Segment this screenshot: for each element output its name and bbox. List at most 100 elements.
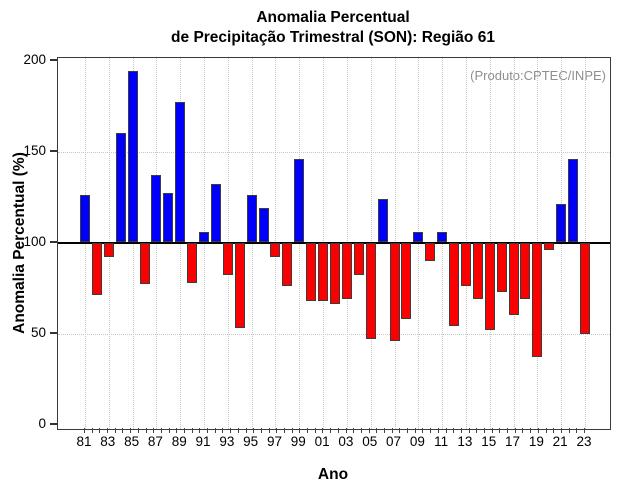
x-axis-tick	[99, 428, 101, 433]
gridline-vertical	[561, 58, 563, 429]
bar-93	[222, 242, 233, 276]
x-axis-label: 13	[457, 434, 473, 449]
gridline-vertical	[85, 58, 86, 429]
bar-97	[270, 242, 281, 258]
x-axis-tick	[407, 428, 409, 433]
x-axis-tick	[345, 428, 347, 433]
x-axis-label: 89	[171, 434, 187, 449]
x-axis-label: 03	[338, 434, 354, 449]
x-axis-tick	[537, 428, 539, 433]
x-axis-tick	[437, 428, 439, 433]
x-axis-tick	[576, 428, 578, 433]
x-axis-tick	[522, 428, 524, 433]
x-axis-tick	[445, 428, 447, 433]
bar-95	[246, 195, 257, 243]
bar-84	[115, 133, 126, 243]
x-axis-tick	[330, 428, 332, 433]
x-axis-tick	[222, 428, 224, 433]
x-axis-label: 95	[243, 434, 259, 449]
bar-90	[187, 242, 198, 283]
gridline-vertical	[299, 58, 301, 429]
bar-99	[294, 158, 305, 243]
x-axis-label: 81	[76, 434, 92, 449]
bar-06	[377, 198, 388, 243]
gridline-vertical	[204, 58, 206, 429]
y-axis-tick	[50, 423, 57, 425]
x-axis-tick	[584, 428, 585, 433]
x-axis-tick	[276, 428, 278, 433]
x-axis-tick	[291, 428, 293, 433]
x-axis-tick	[322, 428, 324, 433]
x-axis-tick	[568, 428, 570, 433]
gridline-vertical	[418, 58, 420, 429]
x-axis-tick	[507, 428, 509, 433]
x-axis-tick	[360, 428, 362, 433]
y-axis-tick	[50, 241, 57, 243]
y-axis-tick	[50, 150, 57, 152]
gridline-vertical	[156, 58, 158, 429]
x-axis-tick	[107, 428, 109, 433]
y-axis-label: 50	[30, 325, 46, 340]
x-axis-label: 85	[124, 434, 140, 449]
bar-81	[80, 195, 90, 243]
gridline-vertical	[442, 58, 444, 429]
bar-05	[365, 242, 376, 339]
x-axis-label: 99	[290, 434, 306, 449]
bar-87	[151, 175, 162, 243]
x-axis-tick	[207, 428, 209, 433]
x-axis-tick	[530, 428, 532, 433]
bar-19	[532, 242, 543, 358]
bar-89	[175, 102, 186, 243]
y-axis-tick	[50, 59, 57, 61]
x-axis-tick	[422, 428, 424, 433]
bar-15	[484, 242, 495, 330]
x-axis-tick	[545, 428, 547, 433]
x-axis-tick	[307, 428, 309, 433]
x-axis-tick	[514, 428, 516, 433]
bar-91	[199, 231, 210, 243]
x-axis-tick	[284, 428, 285, 433]
gridline-horizontal	[58, 333, 610, 335]
x-axis-label: 11	[434, 434, 449, 449]
x-axis-tick	[122, 428, 124, 433]
x-axis-tick	[191, 428, 193, 433]
bar-21	[556, 204, 567, 243]
x-axis-tick	[199, 428, 201, 433]
x-axis-label: 01	[314, 434, 330, 449]
bar-82	[91, 242, 102, 296]
bar-09	[413, 231, 424, 243]
x-axis-label: 15	[481, 434, 497, 449]
chart-title-line1: Anomalia Percentual	[256, 9, 410, 26]
x-axis-tick	[453, 428, 455, 433]
x-axis-tick	[130, 428, 132, 433]
bar-23	[580, 242, 590, 334]
x-axis-label: 87	[147, 434, 163, 449]
x-axis-tick	[499, 428, 501, 433]
x-axis-tick	[137, 428, 139, 433]
x-axis-tick	[391, 428, 393, 433]
bar-16	[496, 242, 507, 292]
x-axis-label: 97	[266, 434, 282, 449]
x-axis-label: 05	[362, 434, 378, 449]
x-axis-title: Ano	[317, 466, 349, 483]
gridline-vertical	[132, 58, 134, 429]
x-axis-tick	[237, 428, 239, 433]
y-axis-label: 100	[23, 234, 46, 249]
x-axis-tick	[560, 428, 562, 433]
bar-04	[353, 242, 364, 276]
x-axis-tick	[476, 428, 478, 433]
x-axis-tick	[337, 428, 339, 433]
gridline-horizontal	[58, 151, 610, 153]
x-axis-tick	[484, 428, 485, 433]
bar-85	[127, 71, 138, 243]
x-axis-label: 09	[409, 434, 425, 449]
y-axis-label: 0	[38, 416, 46, 431]
bar-17	[508, 242, 519, 316]
x-axis-label: 91	[195, 434, 211, 449]
x-axis-tick	[399, 428, 401, 433]
x-axis-tick	[160, 428, 162, 433]
chart-title-line2: de Precipitação Trimestral (SON): Região…	[171, 29, 495, 46]
y-axis-label: 200	[23, 52, 46, 67]
bar-11	[437, 231, 448, 243]
bar-88	[163, 193, 174, 243]
